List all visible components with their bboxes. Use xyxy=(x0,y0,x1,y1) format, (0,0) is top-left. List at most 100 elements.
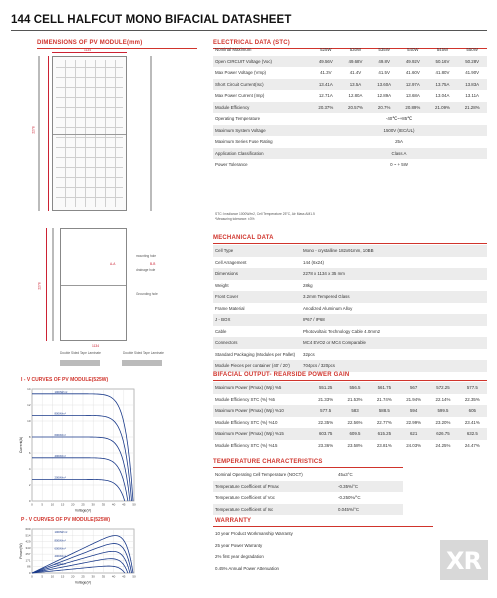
x-tick-label: 45 xyxy=(122,503,126,507)
table-row: Frame Material Anodized Aluminum Alloy xyxy=(213,303,487,315)
y-tick-label: 86 xyxy=(27,565,31,569)
cell-value: 41.80V xyxy=(435,70,450,76)
series-line xyxy=(32,479,126,502)
cell-value: 23.36% xyxy=(318,442,334,448)
series-label: 400W/m² xyxy=(54,454,65,458)
brand-logo-box xyxy=(440,540,488,580)
y-tick-label: 171 xyxy=(25,558,30,562)
cell-value: 24.25% xyxy=(435,442,451,448)
row-label: Operating Temperature xyxy=(215,116,261,122)
cell-value: Anodized Aluminum Alloy xyxy=(303,305,353,311)
cell-value: 704pcs / 320pcs xyxy=(303,360,487,372)
bifacial-heading: BIFACIAL OUTPUT- REARSIDE POWER GAIN xyxy=(213,372,350,378)
row-label: Short Circuit Current(Isc) xyxy=(213,78,311,90)
row-label: Maximum Power (Pmax) (Wp) %10 xyxy=(213,405,311,417)
x-axis-label: Voltage(V) xyxy=(75,509,91,513)
table-row: Power Tolerance 0 ~ + 5W xyxy=(213,159,487,171)
cell-value: 22.56% xyxy=(347,419,363,425)
cell-value: 603.75 xyxy=(311,428,341,440)
cell-value: 551.25 xyxy=(311,382,341,394)
table-row: Maximum Power (Pmax) (Wp) %5 551.25 556.… xyxy=(213,382,487,394)
y-tick-label: 343 xyxy=(25,546,30,550)
label-drainage-hole: drainage hole xyxy=(136,268,156,272)
module-edge-profile xyxy=(150,56,152,211)
table-row: Module Efficiency STC (%) %15 23.36% 23.… xyxy=(213,440,487,452)
table-row: Module Pieces per container (40' / 20') 7… xyxy=(213,360,487,372)
row-label: Frame Material xyxy=(215,305,245,311)
cell-value: 21.74% xyxy=(376,396,392,402)
list-item: 25 year Power Warranty xyxy=(213,540,433,552)
cell-value: 561.75 xyxy=(369,382,399,394)
row-label: Maximum Series Fuse Rating xyxy=(215,139,273,145)
cell-value: Mono - crystalline 182x91mm, 10BB xyxy=(303,245,487,257)
row-label: Module Efficiency xyxy=(213,101,311,113)
cell-value: -0.35%/°C xyxy=(338,480,403,492)
cell-value: 22.77% xyxy=(376,419,392,425)
row-label: Module Efficiency STC (%) %15 xyxy=(215,442,278,448)
cell-value: 22.14% xyxy=(435,396,451,402)
x-tick-label: 20 xyxy=(71,575,75,579)
electrical-table: Nominal Maximum 525W 530W 535W 540W 545W… xyxy=(213,44,487,171)
warranty-list: 10 year Product Workmanship Warranty 25 … xyxy=(213,528,433,574)
row-label: Maximum Power (Pmax) (Wp) %15 xyxy=(213,428,311,440)
cell-value: 594 xyxy=(398,405,429,417)
row-label: Dimensions xyxy=(213,268,303,280)
x-axis-label: Voltage(V) xyxy=(75,581,91,585)
table-row: Max Power Voltage (Vmp) 41.3V 41.4V 41.5… xyxy=(213,67,487,79)
cell-value: 22.35% xyxy=(318,419,334,425)
cell-value: 23.20% xyxy=(435,419,451,425)
table-row: Cell Type Mono - crystalline 182x91mm, 10… xyxy=(213,245,487,257)
height-dimension: 2278 xyxy=(31,126,36,134)
y-axis-label: Current(A) xyxy=(19,437,23,453)
dimensions-heading: DIMENSIONS OF PV MODULE(mm) xyxy=(37,40,143,46)
cell-value: 49.92V xyxy=(398,55,428,67)
cell-value: 50.28V xyxy=(457,55,487,67)
row-label: Temperature Coefficient of Pmax xyxy=(213,480,338,492)
cell-value: 41.90V xyxy=(465,70,480,76)
cell-value: 49.68V xyxy=(340,55,371,67)
mechanical-heading: MECHANICAL DATA xyxy=(213,235,274,241)
row-label: Module Efficiency STC (%) %5 xyxy=(215,396,275,402)
section-a-label: A-A xyxy=(110,262,116,266)
y-tick-label: 429 xyxy=(25,540,30,544)
y-tick-label: 12 xyxy=(27,403,31,407)
cell-value: 13.60A xyxy=(370,78,398,90)
label-mounting-hole: mounting hole xyxy=(136,254,157,258)
back-height-line xyxy=(46,228,47,341)
row-label: Application Classification xyxy=(213,147,311,159)
cell-value: 567 xyxy=(398,382,429,394)
table-row: Weight 28kg xyxy=(213,280,487,292)
series-line xyxy=(32,414,132,502)
panel-center-line xyxy=(53,133,126,135)
laminate-label-a: Double Sided Tape Laminate xyxy=(60,351,101,355)
electrical-rule xyxy=(213,48,487,49)
row-label: Connectors xyxy=(213,337,303,349)
row-label: Open CIRCUIT Voltage (Voc) xyxy=(213,55,311,67)
y-tick-label: 14 xyxy=(27,387,31,391)
cell-value: 599.5 xyxy=(428,405,458,417)
row-label: Maximum Power (Pmax) (Wp) %5 xyxy=(213,382,311,394)
cell-value: 144 (6x24) xyxy=(303,259,324,265)
warranty-rule xyxy=(213,526,433,527)
cell-value: 1500V (IEC/UL) xyxy=(311,124,487,136)
table-row: Max Power Current (Imp) 12.71A 12.80A 12… xyxy=(213,90,487,102)
table-row: Module Efficiency STC (%) %10 22.35% 22.… xyxy=(213,417,487,429)
x-tick-label: 20 xyxy=(71,503,75,507)
section-b-label: B-B xyxy=(150,262,156,266)
temperature-rule xyxy=(213,467,403,468)
row-label: Cell Type xyxy=(213,245,303,257)
row-label: Cable xyxy=(215,328,227,334)
list-item: 10 year Product Workmanship Warranty xyxy=(213,528,433,540)
y-tick-label: 257 xyxy=(25,552,30,556)
cell-value: 50.16V xyxy=(427,55,458,67)
row-label: Power Tolerance xyxy=(215,162,248,168)
cell-value: 615.25 xyxy=(369,428,399,440)
table-row: Cable Photovoltaic Technology Cable 4.0mm… xyxy=(213,326,487,338)
cell-value: 577.5 xyxy=(311,405,341,417)
x-tick-label: 35 xyxy=(102,575,106,579)
series-label: 600W/m² xyxy=(54,546,65,550)
table-row: Module Efficiency STC (%) %5 21.33% 21.5… xyxy=(213,394,487,406)
x-tick-label: 0 xyxy=(31,575,33,579)
cell-value: 572.25 xyxy=(428,382,458,394)
series-line xyxy=(31,543,132,574)
